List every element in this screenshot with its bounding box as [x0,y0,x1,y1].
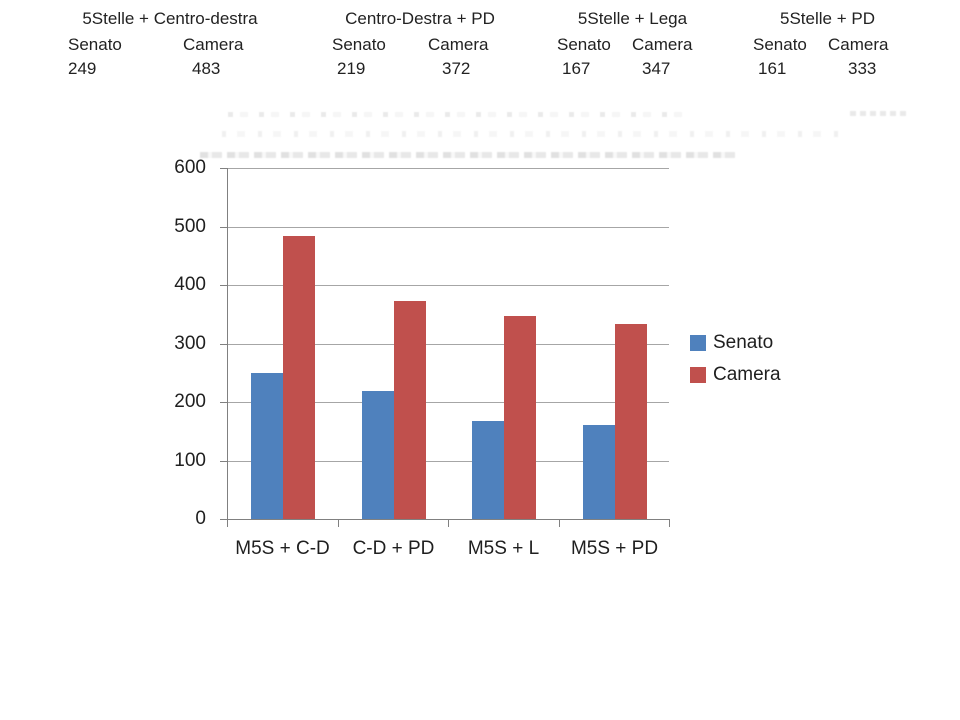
y-axis-line [227,168,228,520]
legend-label: Camera [713,364,781,385]
coalition-title: 5Stelle + Lega [577,9,688,28]
gridline [227,168,669,169]
x-axis-label: M5S + C-D [235,538,330,559]
legend-item-camera: Camera [690,364,781,386]
y-axis-tick [220,168,227,169]
gridline [227,285,669,286]
x-axis-tick [559,519,560,527]
y-axis-tick [220,402,227,403]
chamber-label: Camera [632,35,693,54]
bar-camera [504,316,536,519]
y-axis-tick [220,461,227,462]
seat-count: 167 [562,59,591,78]
y-axis-label: 500 [174,216,206,237]
coalition-summary-3: 5Stelle + Lega Senato Camera 167 347 [545,8,720,88]
chart-legend: Senato Camera [690,332,781,386]
bar-camera [283,236,315,519]
x-axis-label: C-D + PD [352,538,435,559]
y-axis-label: 300 [174,333,206,354]
legend-item-senato: Senato [690,332,781,354]
erased-text-artifact [222,131,842,137]
bar-camera [394,301,426,519]
coalition-summary-4: 5Stelle + PD Senato Camera 161 333 [740,8,915,88]
y-axis-label: 200 [174,391,206,412]
seat-count: 347 [642,59,671,78]
x-axis-tick [448,519,449,527]
y-axis-label: 100 [174,450,206,471]
bar-senato [583,425,615,519]
y-axis-tick [220,285,227,286]
y-axis-label: 400 [174,274,206,295]
chamber-label: Senato [557,35,611,54]
chamber-label: Senato [68,35,122,54]
y-axis-label: 0 [195,508,206,529]
bar-senato [472,421,504,519]
erased-text-artifact [228,112,688,117]
coalition-title: 5Stelle + PD [780,9,875,28]
legend-swatch-camera [690,367,706,383]
chamber-label: Camera [183,35,244,54]
y-axis-tick [220,519,227,520]
x-axis-label: M5S + PD [570,538,659,559]
coalition-title: Centro-Destra + PD [345,9,495,28]
coalition-title: 5Stelle + Centro-destra [82,9,258,28]
coalition-summary-1: 5Stelle + Centro-destra Senato Camera 24… [40,8,300,88]
seat-count: 219 [337,59,366,78]
y-axis-tick [220,344,227,345]
seat-count: 249 [68,59,97,78]
bar-senato [362,391,394,519]
gridline [227,344,669,345]
erased-text-artifact [850,111,908,116]
x-axis-tick [227,519,228,527]
chamber-label: Senato [332,35,386,54]
gridline [227,461,669,462]
legend-label: Senato [713,332,774,353]
x-axis-tick [338,519,339,527]
y-axis-label: 600 [174,157,206,178]
erased-text-artifact [200,152,740,158]
seat-count: 483 [192,59,221,78]
coalition-summary-2: Centro-Destra + PD Senato Camera 219 372 [320,8,520,88]
gridline [227,402,669,403]
chamber-label: Senato [753,35,807,54]
chamber-label: Camera [828,35,889,54]
bar-senato [251,373,283,519]
bar-camera [615,324,647,519]
seat-count: 372 [442,59,471,78]
x-axis-label: M5S + L [467,538,540,559]
gridline [227,227,669,228]
chamber-label: Camera [428,35,489,54]
seat-count: 161 [758,59,787,78]
seat-count: 333 [848,59,877,78]
legend-swatch-senato [690,335,706,351]
y-axis-tick [220,227,227,228]
x-axis-tick [669,519,670,527]
